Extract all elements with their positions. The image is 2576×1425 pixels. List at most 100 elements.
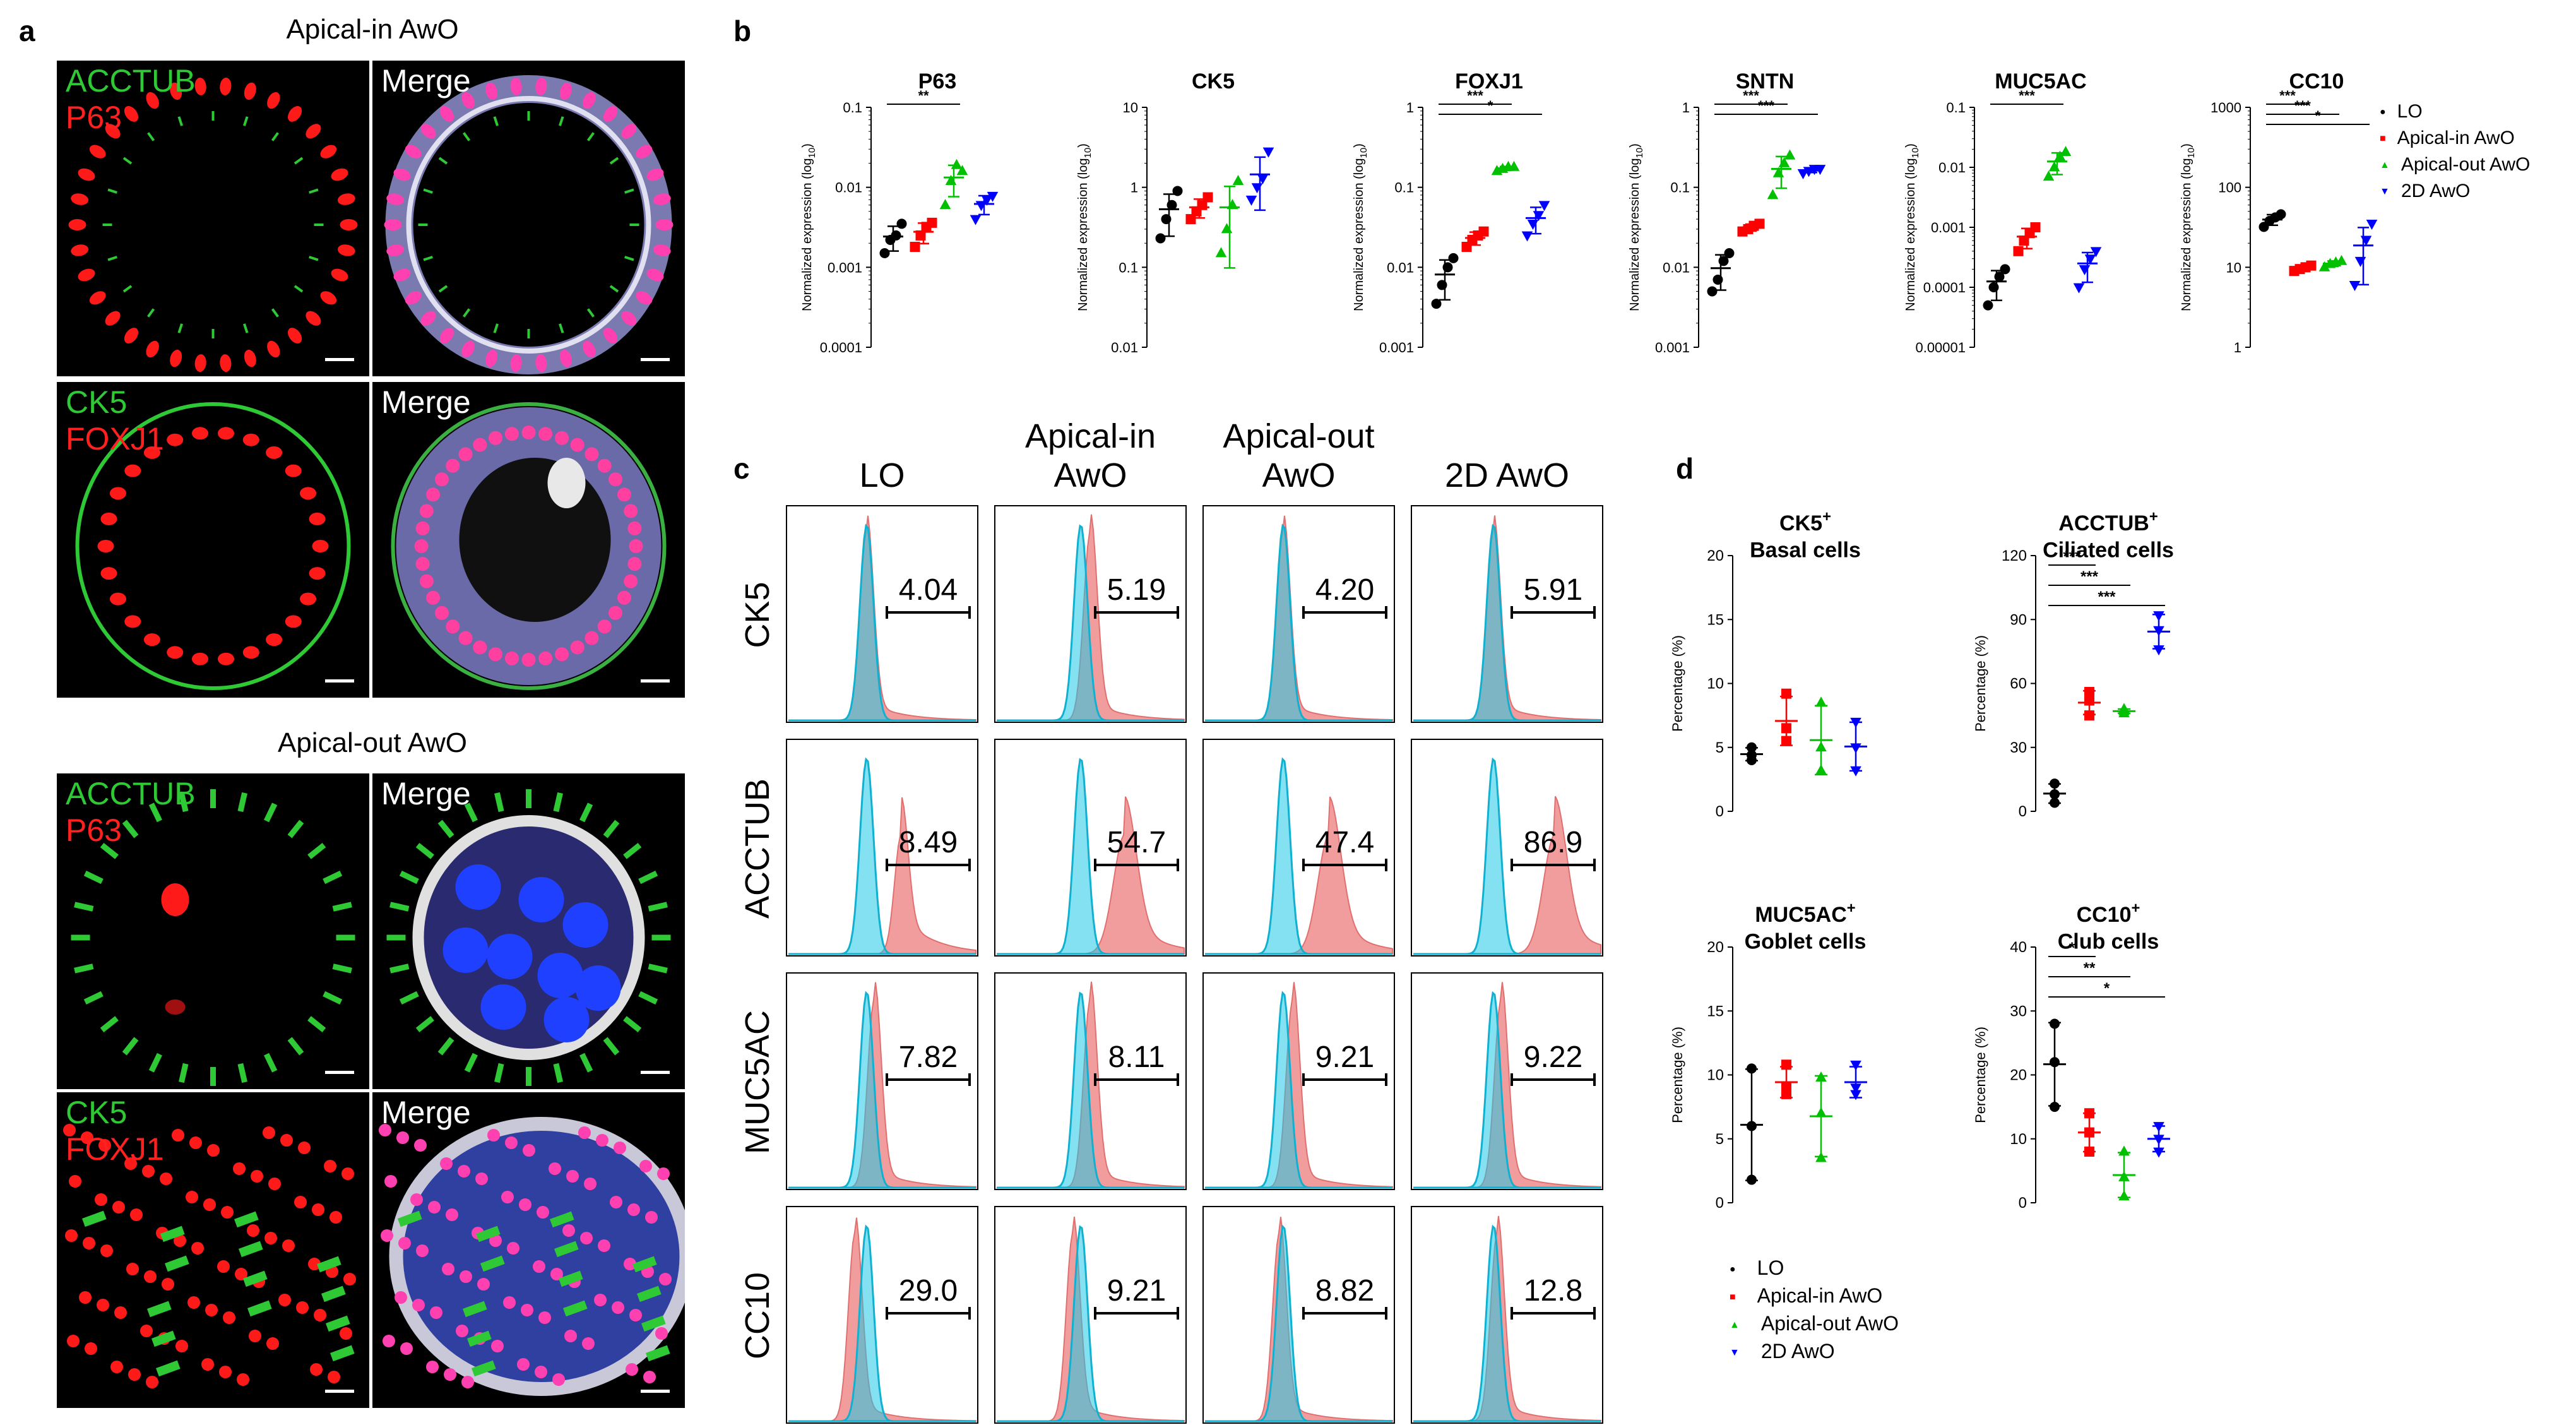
- ck5-cell: [463, 1301, 487, 1318]
- nucleus: [584, 1178, 597, 1190]
- data-point: [1983, 300, 1993, 311]
- cilium: [122, 820, 139, 838]
- y-tick-label: 0.01: [1387, 259, 1414, 275]
- cilium: [423, 188, 433, 194]
- nucleus: [552, 1373, 565, 1386]
- nucleus: [237, 1373, 249, 1386]
- data-point: [1221, 223, 1233, 234]
- nucleus: [636, 291, 653, 305]
- y-tick-label: 0.001: [1655, 340, 1690, 355]
- nucleus: [146, 92, 159, 109]
- nucleus: [519, 1198, 531, 1211]
- data-point: [1257, 174, 1269, 184]
- cilium: [294, 157, 304, 165]
- nucleus: [562, 1224, 575, 1237]
- cilium: [332, 902, 352, 912]
- cilium: [553, 1063, 563, 1083]
- basal-edge: [75, 402, 351, 690]
- micrograph: CK5 FOXJ1: [57, 382, 369, 698]
- nucleus: [583, 340, 596, 358]
- epithelium-ring: [385, 75, 672, 374]
- cilium: [586, 308, 595, 318]
- data-point: [2153, 1135, 2164, 1145]
- data-point: [1712, 274, 1723, 285]
- control-histogram: [997, 758, 1184, 955]
- control-histogram: [1413, 523, 1601, 722]
- legend-label: LO: [1757, 1256, 1784, 1279]
- nucleus: [217, 427, 234, 440]
- nucleus: [217, 1260, 230, 1273]
- nucleus: [396, 1131, 409, 1144]
- cilium: [464, 1052, 478, 1073]
- data-point: [1850, 743, 1861, 754]
- cilium: [83, 870, 104, 885]
- nucleus: [205, 1304, 218, 1316]
- nucleus: [659, 1273, 672, 1285]
- data-point: [1754, 218, 1765, 229]
- legend-marker: ▼: [1730, 1347, 1740, 1358]
- nucleus: [639, 1160, 652, 1172]
- nucleus: [585, 447, 599, 462]
- nucleus: [460, 1270, 472, 1283]
- cilium: [624, 188, 634, 194]
- cilium: [287, 820, 304, 838]
- nucleus: [555, 431, 569, 445]
- stain-label: ACCTUB: [66, 776, 196, 811]
- nucleus: [426, 590, 441, 605]
- significance-label: *: [2104, 980, 2110, 997]
- nucleus: [244, 82, 256, 100]
- data-point: [1767, 189, 1779, 200]
- nucleus: [266, 1337, 279, 1350]
- cilium: [237, 792, 247, 813]
- control-histogram: [788, 523, 976, 722]
- y-axis-label-close: ): [2180, 143, 2193, 148]
- flow-histogram: 4.20: [1202, 505, 1395, 723]
- y-axis-label-sub: 10: [807, 148, 817, 158]
- nucleus: [287, 106, 302, 122]
- nucleus: [416, 1244, 429, 1257]
- data-point: [915, 230, 926, 241]
- nucleus: [419, 574, 434, 588]
- y-tick-label: 20: [1707, 939, 1724, 956]
- nucleus: [144, 1270, 157, 1283]
- stain-label: P63: [66, 813, 122, 848]
- data-point: [987, 191, 999, 202]
- plot-title: MUC5AC+: [1755, 900, 1855, 927]
- cilium: [623, 842, 642, 859]
- y-tick-label: 0.1: [1946, 100, 1966, 116]
- data-point: [1814, 165, 1826, 176]
- micrograph-image: [379, 1117, 685, 1396]
- significance-label: ***: [2294, 98, 2311, 114]
- nucleus: [583, 92, 596, 109]
- nucleus: [63, 1124, 76, 1136]
- nucleus: [124, 1157, 137, 1170]
- data-point: [1448, 253, 1459, 263]
- nucleus: [128, 1368, 141, 1381]
- ck5-cell: [480, 1255, 505, 1272]
- y-tick-label: 10: [1123, 100, 1138, 116]
- data-point: [2318, 261, 2330, 271]
- nucleus: [488, 431, 502, 445]
- y-axis-label: Percentage (%): [1670, 635, 1685, 732]
- nucleus: [643, 1371, 656, 1383]
- plot-title: MUC5AC: [1995, 69, 2086, 93]
- data-point: [1815, 741, 1827, 752]
- stain-label: FOXJ1: [66, 1131, 164, 1167]
- nucleus: [78, 168, 95, 181]
- nucleus: [294, 1196, 307, 1208]
- y-tick-label: 10: [1707, 1067, 1724, 1084]
- data-point: [1527, 220, 1539, 230]
- plot-title: FOXJ1: [1455, 69, 1523, 93]
- nucleus: [386, 193, 405, 205]
- data-point: [945, 175, 957, 186]
- data-point: [1747, 742, 1757, 753]
- dot-plot: MUC5AC+ Goblet cells 20 15 10 5 0 Percentage (%…: [1670, 900, 1867, 1212]
- y-tick-label: 10: [1707, 676, 1724, 693]
- data-point: [1161, 214, 1172, 225]
- nucleus: [597, 458, 612, 473]
- cilium: [559, 116, 564, 126]
- cilium: [309, 256, 319, 261]
- y-axis-label-sub: 10: [1634, 148, 1645, 158]
- data-point: [1815, 1071, 1827, 1082]
- data-point: [1815, 1107, 1827, 1118]
